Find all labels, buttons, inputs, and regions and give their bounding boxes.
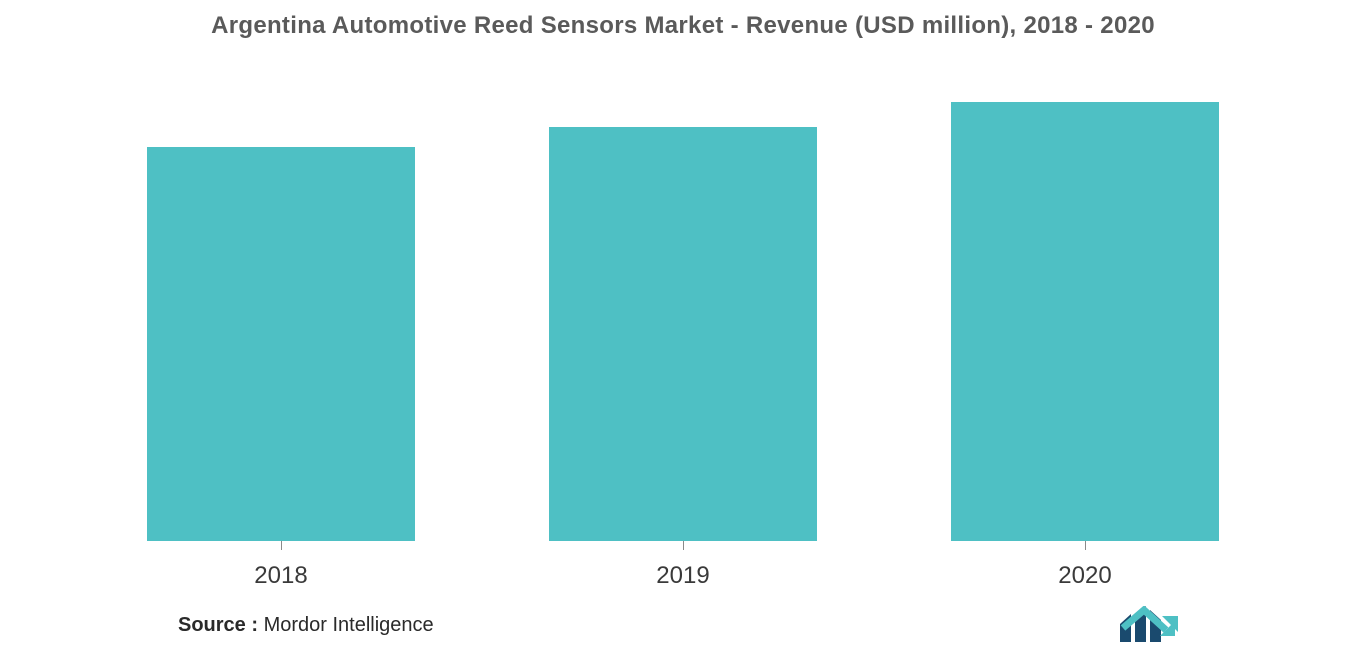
tick-1 (683, 541, 684, 550)
x-label-1: 2019 (549, 562, 817, 590)
source-value: Mordor Intelligence (258, 614, 434, 636)
x-label-2: 2020 (951, 562, 1219, 590)
bar-group-2 (951, 102, 1219, 550)
x-axis-labels: 2018 2019 2020 (0, 562, 1366, 590)
bar-2 (951, 102, 1219, 541)
tick-0 (281, 541, 282, 550)
bars-container (0, 60, 1366, 550)
bar-1 (549, 127, 817, 541)
chart-title: Argentina Automotive Reed Sensors Market… (0, 12, 1366, 40)
plot-area (0, 60, 1366, 550)
source-label: Source : (178, 614, 258, 636)
bar-group-1 (549, 127, 817, 550)
source-attribution: Source : Mordor Intelligence (178, 614, 434, 637)
bar-0 (147, 147, 415, 541)
mordor-logo-icon (1120, 606, 1196, 642)
x-label-0: 2018 (147, 562, 415, 590)
bar-group-0 (147, 147, 415, 550)
tick-2 (1085, 541, 1086, 550)
chart-container: Argentina Automotive Reed Sensors Market… (0, 0, 1366, 655)
